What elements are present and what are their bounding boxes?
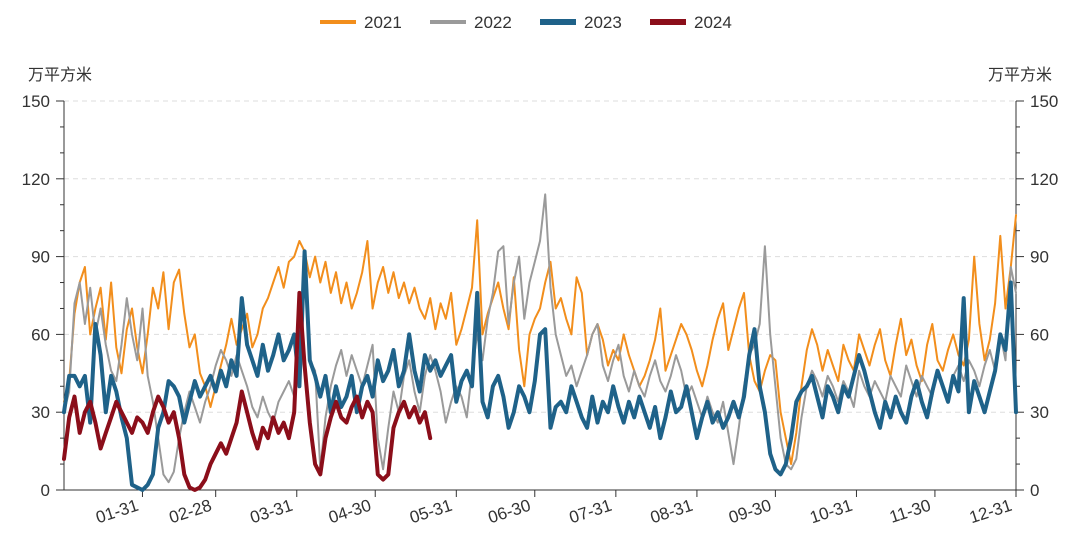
x-tick-label: 07-31 (567, 496, 614, 528)
y-tick-label-left: 0 (41, 481, 50, 500)
series-line-2021 (63, 214, 1017, 466)
y-tick-label-right: 90 (1030, 248, 1049, 267)
x-tick-label: 05-31 (407, 496, 454, 528)
legend-label-2024: 2024 (694, 13, 732, 32)
y-tick-label-left: 30 (31, 403, 50, 422)
legend: 2021 2022 2023 2024 (320, 13, 732, 32)
y-tick-label-right: 150 (1030, 92, 1058, 111)
series-group (62, 193, 1018, 492)
left-y-unit: 万平方米 (28, 65, 92, 84)
x-tick-label: 10-31 (807, 496, 854, 528)
x-tick-label: 08-31 (648, 496, 695, 528)
x-tick-label: 11-30 (887, 496, 933, 527)
gridlines (64, 100, 1016, 413)
series-line-2024 (62, 290, 433, 492)
y-tick-label-right: 60 (1030, 325, 1049, 344)
legend-label-2021: 2021 (364, 13, 402, 32)
x-tick-label: 04-30 (326, 496, 373, 528)
y-tick-label-right: 0 (1030, 481, 1039, 500)
legend-label-2022: 2022 (474, 13, 512, 32)
series-line-2023 (62, 249, 1018, 492)
x-tick-label: 06-30 (486, 496, 533, 528)
x-tick-label: 02-28 (167, 496, 214, 528)
y-tick-label-right: 120 (1030, 170, 1058, 189)
x-tick-label: 09-30 (726, 496, 773, 528)
x-tick-label: 01-31 (93, 496, 140, 528)
series-line-2022 (63, 193, 1017, 484)
axes: 万平方米 万平方米 0 0 30 30 60 60 90 90 120 120 150 150 01-3… (22, 65, 1059, 527)
x-tick-label: 12-31 (967, 496, 1014, 528)
y-tick-label-left: 60 (31, 325, 50, 344)
y-tick-label-left: 150 (22, 92, 50, 111)
y-tick-label-right: 30 (1030, 403, 1049, 422)
right-y-unit: 万平方米 (988, 65, 1052, 84)
y-tick-label-left: 90 (31, 248, 50, 267)
x-tick-label: 03-31 (248, 496, 295, 528)
y-tick-label-left: 120 (22, 170, 50, 189)
legend-label-2023: 2023 (584, 13, 622, 32)
